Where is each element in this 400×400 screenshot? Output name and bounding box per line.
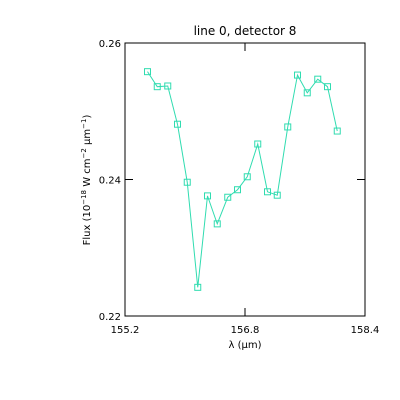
data-point — [254, 140, 262, 148]
data-point — [183, 178, 191, 186]
y-axis-label-part: −1 — [80, 119, 88, 129]
data-point — [294, 71, 301, 79]
data-point — [164, 82, 172, 90]
data-point — [144, 68, 151, 76]
data-point — [204, 192, 211, 200]
data-point — [314, 75, 322, 83]
data-point — [174, 120, 181, 128]
data-point — [224, 193, 232, 201]
data-point — [194, 283, 202, 291]
data-point — [333, 127, 341, 135]
x-tick-label: 158.4 — [351, 325, 380, 336]
y-axis-label-part: −18 — [80, 190, 88, 205]
x-tick-label: 155.2 — [111, 325, 140, 336]
data-point — [213, 220, 221, 228]
y-axis-label-part: W cm — [82, 159, 93, 190]
chart-title: line 0, detector 8 — [194, 24, 297, 38]
x-tick-label: 156.8 — [231, 325, 260, 336]
data-point — [273, 191, 281, 199]
y-axis-label-part: ) — [82, 115, 93, 119]
data-point — [303, 89, 311, 97]
data-point — [264, 188, 271, 196]
y-axis-label-part: Flux (10 — [82, 205, 93, 246]
y-tick-label: 0.22 — [99, 312, 121, 323]
y-tick-label: 0.24 — [99, 176, 121, 187]
data-point — [243, 173, 251, 181]
data-point — [234, 186, 241, 194]
data-point — [324, 83, 331, 91]
y-axis-label-part: µm — [82, 129, 93, 148]
y-axis-label: Flux (10−18 W cm−2 µm−1) — [80, 115, 93, 246]
y-axis-label-part: −2 — [80, 148, 88, 158]
y-tick-label: 0.26 — [99, 39, 121, 50]
data-point — [284, 123, 292, 131]
data-point — [153, 83, 161, 91]
x-axis-label: λ (µm) — [228, 340, 261, 351]
